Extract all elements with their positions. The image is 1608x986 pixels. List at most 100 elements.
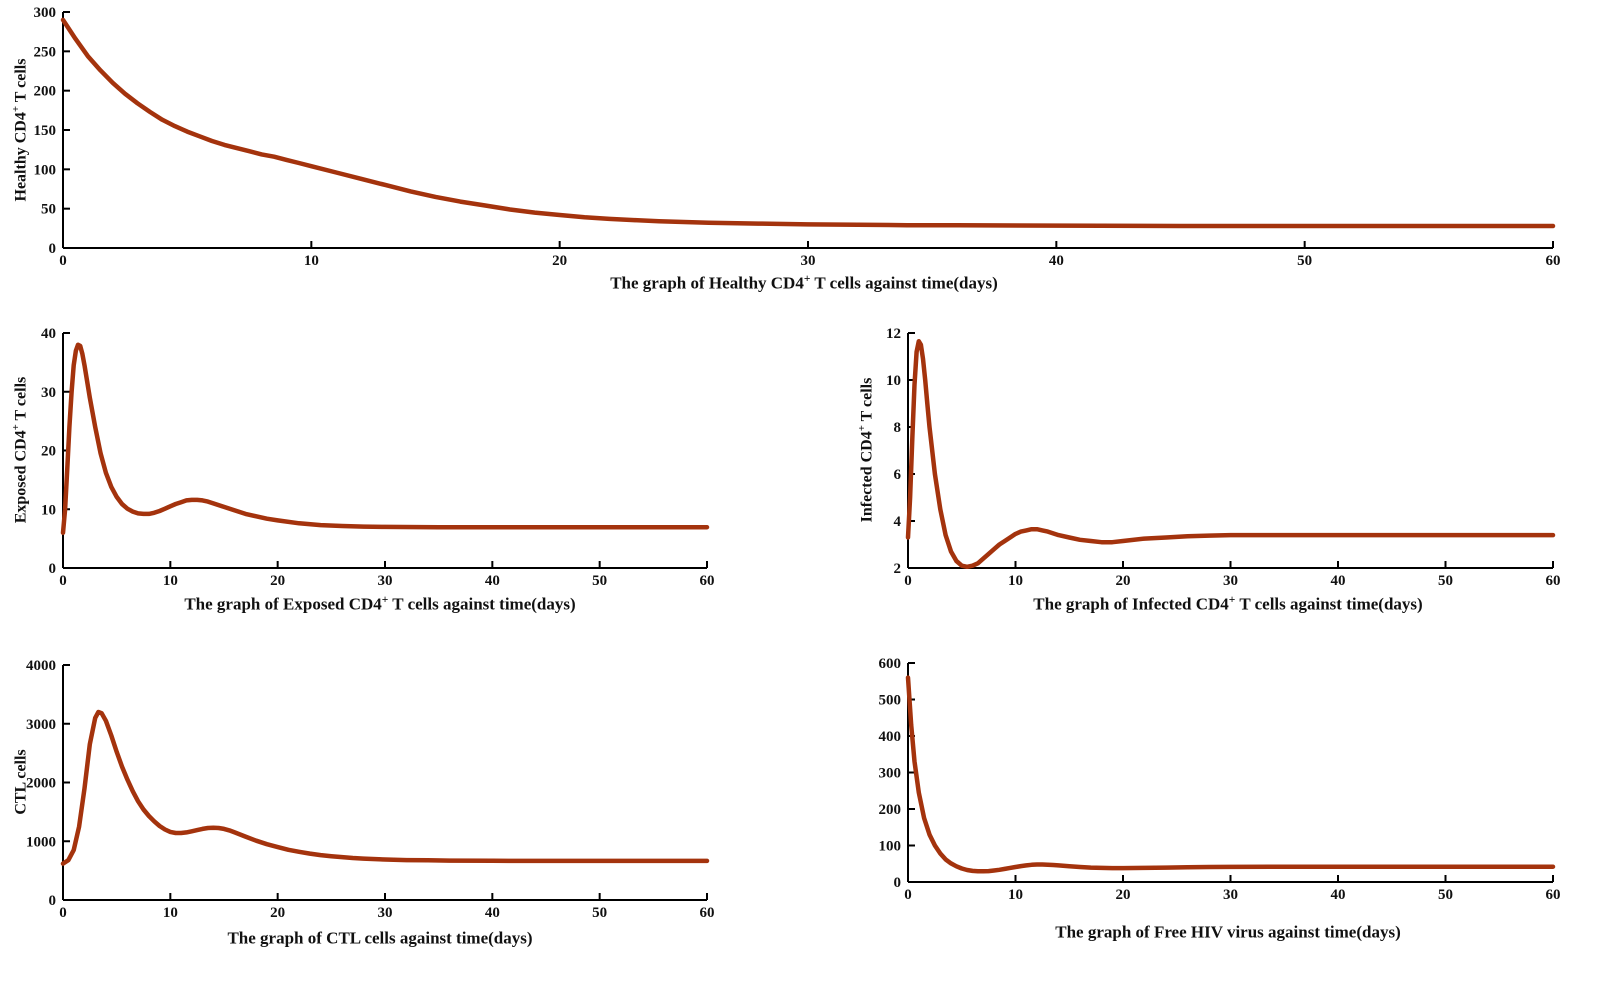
- svg-text:60: 60: [1546, 573, 1561, 589]
- chart-title-free-hiv-virus: The graph of Free HIV virus against time…: [848, 921, 1608, 943]
- y-label-superscript: +: [10, 424, 22, 431]
- svg-text:20: 20: [1116, 573, 1131, 589]
- svg-text:100: 100: [879, 839, 902, 855]
- y-label-text: T cells: [12, 58, 30, 106]
- svg-text:600: 600: [879, 656, 902, 672]
- y-label-text: Exposed CD4: [12, 430, 30, 524]
- chart-title-ctl-cells: The graph of CTL cells against time(days…: [0, 927, 760, 949]
- plot-exposed-cd4: 0 10 20 30 40 50 60 0 10 20 30 40: [41, 326, 715, 589]
- svg-text:60: 60: [1546, 887, 1561, 903]
- svg-text:50: 50: [592, 573, 607, 589]
- title-text: The graph of CTL cells against time(days…: [227, 928, 533, 948]
- svg-text:12: 12: [886, 326, 901, 342]
- svg-text:250: 250: [34, 44, 57, 60]
- svg-text:300: 300: [879, 766, 902, 782]
- svg-text:0: 0: [904, 887, 912, 903]
- svg-text:100: 100: [34, 162, 57, 178]
- svg-text:20: 20: [270, 905, 285, 921]
- y-label-text: T cells: [12, 376, 30, 425]
- svg-text:4: 4: [894, 514, 902, 530]
- svg-text:0: 0: [904, 573, 912, 589]
- svg-text:50: 50: [592, 905, 607, 921]
- plot-healthy-cd4: 0 10 20 30 40 50 60 0 50 100 150 200 250 300: [34, 5, 1561, 269]
- svg-text:20: 20: [1116, 887, 1131, 903]
- svg-text:60: 60: [700, 573, 715, 589]
- svg-text:30: 30: [801, 253, 816, 269]
- svg-text:50: 50: [1438, 573, 1453, 589]
- svg-text:30: 30: [378, 573, 393, 589]
- y-label-superscript: +: [10, 105, 22, 113]
- svg-text:0: 0: [49, 241, 57, 257]
- plot-ctl-cells: 0 10 20 30 40 50 60 0 1000 2000 3000 4000: [26, 658, 715, 921]
- svg-text:30: 30: [1223, 887, 1238, 903]
- svg-text:30: 30: [41, 385, 56, 401]
- svg-text:40: 40: [1049, 253, 1064, 269]
- svg-text:1000: 1000: [26, 834, 56, 850]
- y-axis-label-ctl-cells: CTL cells: [6, 662, 30, 902]
- svg-text:300: 300: [34, 5, 57, 21]
- chart-title-exposed-cd4: The graph of Exposed CD4+ T cells agains…: [0, 593, 760, 615]
- svg-text:10: 10: [163, 573, 178, 589]
- svg-text:10: 10: [1008, 887, 1023, 903]
- svg-text:10: 10: [886, 373, 901, 389]
- svg-text:400: 400: [879, 729, 902, 745]
- chart-infected-cd4: Infected CD4+ T cells 0 10 20 30 40 50 60 2 4 6 8 1…: [848, 325, 1608, 625]
- svg-text:40: 40: [485, 573, 500, 589]
- chart-exposed-cd4: Exposed CD4+ T cells 0 10 20 30 40 50 60 0 10 20 3…: [0, 325, 760, 625]
- svg-text:50: 50: [1438, 887, 1453, 903]
- title-superscript: +: [381, 593, 389, 606]
- svg-text:0: 0: [59, 905, 67, 921]
- y-label-text: Infected CD4: [858, 431, 876, 523]
- svg-text:2000: 2000: [26, 776, 56, 792]
- svg-text:50: 50: [1297, 253, 1312, 269]
- title-text: The graph of Exposed CD4: [184, 594, 382, 614]
- y-axis-label-infected-cd4: Infected CD4+ T cells: [852, 330, 876, 570]
- chart-ctl-cells: CTL cells 0 10 20 30 40 50 60 0 1000 2000 3000 4000…: [0, 655, 760, 975]
- y-axis-label-healthy-cd4: Healthy CD4+ T cells: [6, 10, 30, 250]
- svg-text:200: 200: [34, 84, 57, 100]
- svg-text:30: 30: [378, 905, 393, 921]
- y-label-text: CTL cells: [12, 749, 30, 815]
- svg-text:6: 6: [894, 467, 902, 483]
- svg-text:200: 200: [879, 802, 902, 818]
- svg-text:40: 40: [1331, 573, 1346, 589]
- svg-text:10: 10: [163, 905, 178, 921]
- svg-text:0: 0: [894, 875, 902, 891]
- svg-text:40: 40: [485, 905, 500, 921]
- svg-text:0: 0: [59, 573, 67, 589]
- svg-text:2: 2: [894, 561, 902, 577]
- svg-text:50: 50: [41, 202, 56, 218]
- svg-text:8: 8: [894, 420, 902, 436]
- svg-text:10: 10: [41, 502, 56, 518]
- title-text: The graph of Infected CD4: [1033, 594, 1229, 614]
- y-label-text: T cells: [858, 377, 876, 426]
- chart-free-hiv-virus: 0 10 20 30 40 50 60 0 100 200 300 400 500 600 The gra…: [848, 655, 1608, 975]
- svg-text:20: 20: [270, 573, 285, 589]
- chart-title-infected-cd4: The graph of Infected CD4+ T cells again…: [848, 593, 1608, 615]
- title-text: T cells against time(days): [810, 273, 998, 293]
- svg-text:3000: 3000: [26, 717, 56, 733]
- y-label-superscript: +: [856, 425, 868, 432]
- svg-text:0: 0: [59, 253, 67, 269]
- title-superscript: +: [1228, 593, 1236, 606]
- svg-text:30: 30: [1223, 573, 1238, 589]
- svg-text:0: 0: [49, 893, 57, 909]
- svg-text:60: 60: [700, 905, 715, 921]
- svg-text:40: 40: [1331, 887, 1346, 903]
- svg-text:20: 20: [552, 253, 567, 269]
- svg-text:0: 0: [49, 561, 57, 577]
- y-label-text: Healthy CD4: [12, 112, 30, 202]
- svg-text:4000: 4000: [26, 658, 56, 674]
- title-text: T cells against time(days): [1235, 594, 1423, 614]
- y-axis-label-exposed-cd4: Exposed CD4+ T cells: [6, 330, 30, 570]
- svg-text:10: 10: [304, 253, 319, 269]
- title-superscript: +: [803, 272, 811, 285]
- svg-text:500: 500: [879, 693, 902, 709]
- plot-infected-cd4: 0 10 20 30 40 50 60 2 4 6 8 10 12: [886, 326, 1561, 589]
- chart-healthy-cd4: Healthy CD4+ T cells 0 10 20 30 40 50 60 0 50 100…: [0, 0, 1608, 302]
- svg-text:20: 20: [41, 444, 56, 460]
- title-text: T cells against time(days): [388, 594, 576, 614]
- svg-text:150: 150: [34, 123, 57, 139]
